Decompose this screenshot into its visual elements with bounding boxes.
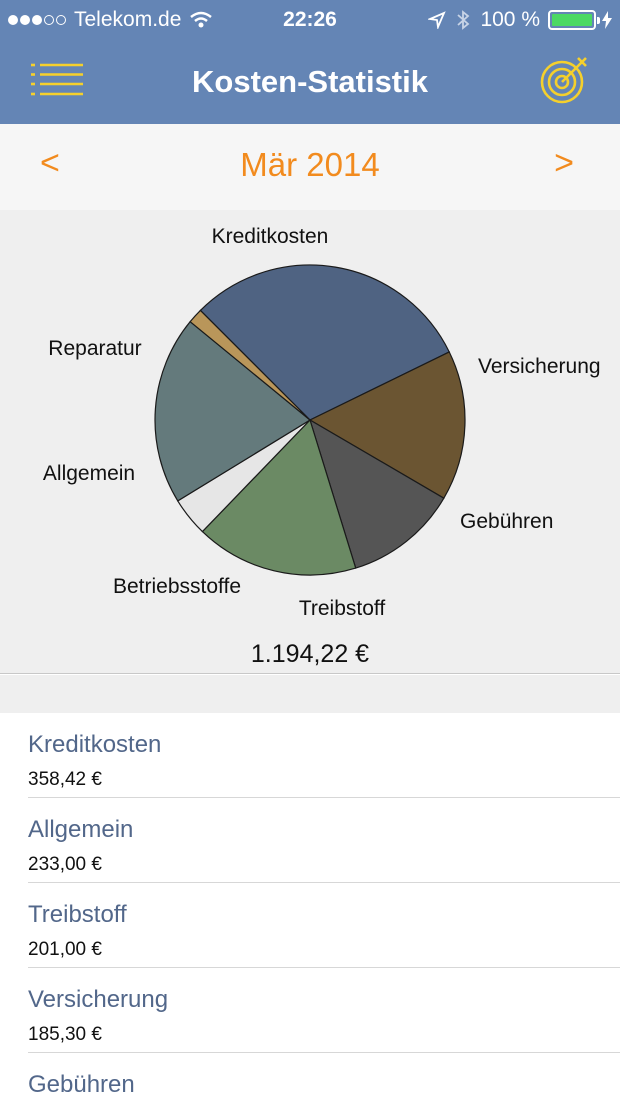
list-item[interactable]: Treibstoff 201,00 € [28, 883, 620, 968]
pie-slice-kreditkosten[interactable] [199, 264, 451, 421]
pie-slice-treibstoff[interactable] [201, 418, 357, 576]
target-icon[interactable] [538, 54, 590, 106]
category-name: Gebühren [28, 1071, 135, 1098]
list-item[interactable]: Gebühren [28, 1053, 620, 1100]
category-name: Allgemein [28, 816, 134, 843]
pie-label-kreditkosten: Kreditkosten [212, 225, 329, 248]
cost-chart-section: Kreditkosten Versicherung Gebühren Treibsto… [0, 210, 620, 674]
category-list: Kreditkosten 358,42 € Allgemein 233,00 €… [0, 713, 620, 1100]
battery-icon [548, 10, 600, 30]
next-month-button[interactable]: > [554, 144, 574, 182]
status-left: Telekom.de [8, 8, 213, 32]
bluetooth-icon [457, 10, 470, 30]
category-amount: 185,30 € [28, 1024, 102, 1045]
wifi-icon [190, 11, 213, 28]
pie-label-betriebsstoffe: Betriebsstoffe [113, 575, 241, 598]
page-title: Kosten-Statistik [192, 64, 428, 99]
category-amount: 201,00 € [28, 939, 102, 960]
section-gap [0, 675, 620, 713]
total-amount: 1.194,22 € [250, 640, 370, 668]
charging-icon [602, 11, 612, 29]
pie-label-versicherung: Versicherung [478, 355, 601, 378]
category-name: Treibstoff [28, 901, 127, 928]
pie-slice-geb-hren[interactable] [308, 418, 445, 569]
signal-strength-icon [8, 15, 68, 25]
pie-label-geb-hren: Gebühren [460, 510, 553, 533]
pie-label-treibstoff: Treibstoff [299, 597, 386, 620]
category-name: Versicherung [28, 986, 169, 1013]
pie-label-reparatur: Reparatur [48, 337, 141, 360]
pie-label-allgemein: Allgemein [43, 462, 135, 485]
category-amount: 233,00 € [28, 854, 102, 875]
list-icon[interactable] [30, 62, 84, 98]
status-time: 22:26 [283, 8, 337, 31]
month-selector: < Mär 2014 > [0, 124, 620, 210]
top-bar: Telekom.de 22:26 100 % [0, 0, 620, 124]
carrier-name: Telekom.de [74, 8, 182, 31]
list-item[interactable]: Allgemein 233,00 € [28, 798, 620, 883]
category-amount: 358,42 € [28, 769, 102, 790]
status-bar: Telekom.de 22:26 100 % [0, 0, 620, 40]
navigation-bar: Kosten-Statistik [0, 40, 620, 124]
status-right: 100 % [428, 8, 612, 32]
category-name: Kreditkosten [28, 731, 162, 758]
pie-slice-versicherung[interactable] [308, 351, 466, 499]
list-item[interactable]: Versicherung 185,30 € [28, 968, 620, 1053]
battery-percentage: 100 % [480, 8, 540, 31]
pie-slice-allgemein[interactable] [154, 320, 312, 502]
location-arrow-icon [428, 11, 447, 29]
cost-pie-chart: Kreditkosten Versicherung Gebühren Treibsto… [43, 225, 601, 620]
list-item[interactable]: Kreditkosten 358,42 € [28, 713, 620, 798]
current-month: Mär 2014 [240, 146, 380, 183]
previous-month-button[interactable]: < [40, 144, 60, 182]
pie-slice-reparatur[interactable] [189, 309, 311, 421]
